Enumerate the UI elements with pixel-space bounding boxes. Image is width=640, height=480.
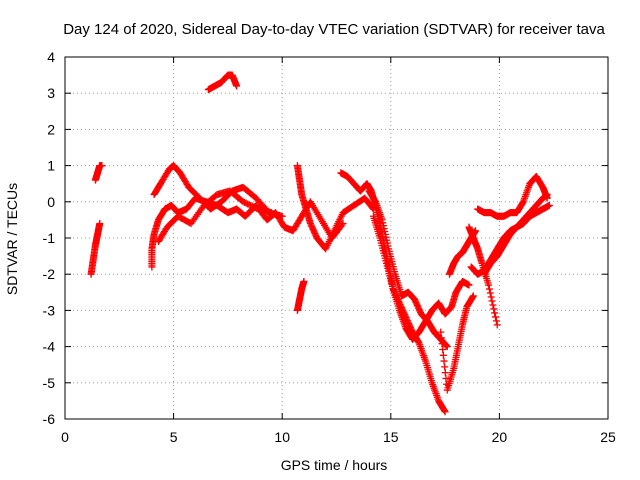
data-point [545,201,553,209]
series-arc-5 [154,187,275,246]
data-point [242,199,250,207]
grid [65,57,608,419]
y-tick-label: -4 [43,339,56,355]
data-point [485,285,493,293]
data-point [241,199,249,207]
y-tick-label: -2 [43,266,56,282]
data-point [247,201,255,209]
data-point [96,220,104,228]
data-points [87,71,553,416]
series-arc-8 [293,162,377,253]
x-tick-label: 25 [600,429,616,445]
x-tick-label: 10 [274,429,290,445]
data-point [485,281,493,289]
data-point [489,301,497,309]
data-point [439,345,447,353]
x-tick-label: 20 [492,429,508,445]
y-tick-label: 1 [47,158,55,174]
data-point [493,321,501,329]
y-tick-label: -1 [43,230,56,246]
series-arc-6 [204,71,241,94]
data-point [439,351,447,359]
series-arc-2 [91,162,106,184]
data-point [465,281,473,289]
chart-title: Day 124 of 2020, Sidereal Day-to-day VTE… [63,21,605,38]
y-tick-label: -6 [43,411,56,427]
data-point [245,201,253,209]
y-tick-label: 3 [47,85,55,101]
x-axis-title: GPS time / hours [281,457,388,473]
series-arc-1 [87,220,104,278]
data-point [438,340,446,348]
y-tick-label: -5 [43,375,56,391]
x-tick-label: 15 [383,429,399,445]
series-arc-17 [480,201,553,278]
y-tick-label: -3 [43,302,56,318]
y-tick-label: 0 [47,194,55,210]
axis-ticks: 0 5 10 15 20 25 -6 -5 -4 -3 -2 -1 0 1 2 3 4 [43,49,616,445]
y-axis-title: SDTVAR / TECUs [4,183,20,295]
x-tick-label: 5 [170,429,178,445]
series-arc-12 [437,292,477,394]
data-point [486,289,494,297]
data-point [492,317,500,325]
data-point [443,343,451,351]
data-point [239,198,247,206]
data-point [487,293,495,301]
data-point [491,309,499,317]
data-point [469,293,477,301]
series-arc-11 [369,212,473,343]
data-point [442,374,450,382]
series-arc-10 [365,187,451,351]
data-point [441,408,449,416]
data-point [267,209,275,217]
data-point [441,369,449,377]
data-point [278,212,286,220]
data-point [244,200,252,208]
data-point [250,203,258,211]
data-point [443,342,451,350]
data-point [98,162,106,170]
series-arc-3 [148,194,347,271]
y-tick-label: 4 [47,49,55,65]
series-arc-14 [465,223,501,329]
data-point [440,357,448,365]
data-point [437,334,445,342]
data-point [469,292,477,300]
data-point [251,204,259,212]
y-tick-label: 2 [47,121,55,137]
data-point [233,82,241,90]
data-point [488,297,496,305]
data-point [437,328,445,336]
series-arc-15 [474,172,551,220]
data-point [491,313,499,321]
data-point [442,341,450,349]
series-arc-7 [293,277,308,314]
data-point [490,305,498,313]
data-point [248,202,256,210]
data-point [543,191,551,199]
data-point [440,407,448,415]
x-tick-label: 0 [61,429,69,445]
data-point [300,277,308,285]
data-point [441,363,449,371]
